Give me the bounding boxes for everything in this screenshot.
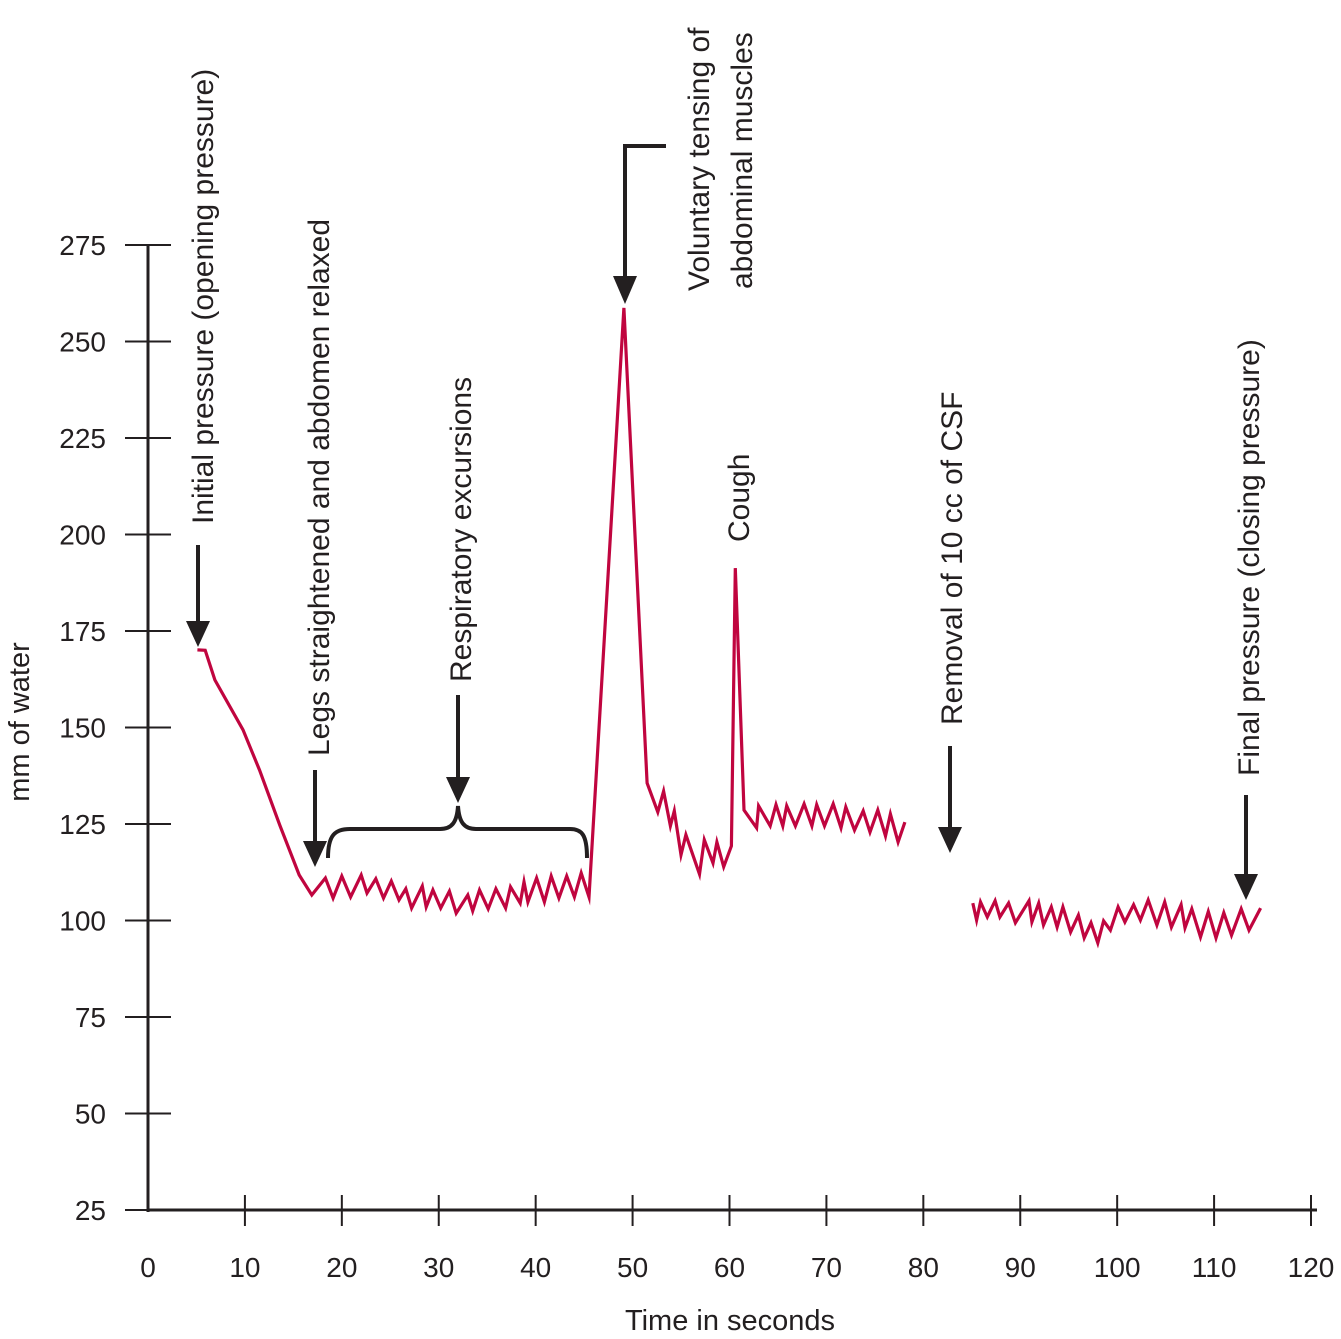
arrow-final-pressure-head xyxy=(1234,874,1258,900)
x-tick-label: 70 xyxy=(811,1252,842,1283)
x-tick-label: 20 xyxy=(326,1252,357,1283)
y-tick-label: 200 xyxy=(59,520,106,551)
y-tick-label: 175 xyxy=(59,616,106,647)
y-axis-title: mm of water xyxy=(4,642,36,802)
y-tick-label: 25 xyxy=(75,1195,106,1226)
y-tick-label: 75 xyxy=(75,1002,106,1033)
y-tick-label: 225 xyxy=(59,423,106,454)
x-tick-label: 50 xyxy=(617,1252,648,1283)
y-tick-label: 250 xyxy=(59,327,106,358)
y-tick-label: 100 xyxy=(59,906,106,937)
x-tick-label: 10 xyxy=(229,1252,260,1283)
arrow-csf-removal-head xyxy=(938,827,962,853)
pressure-trace xyxy=(197,307,1263,949)
annotation-voluntary-tensing-line1: Voluntary tensing of xyxy=(683,27,716,291)
x-tick-label: 80 xyxy=(908,1252,939,1283)
y-tick-label: 275 xyxy=(59,230,106,261)
x-tick-label: 90 xyxy=(1005,1252,1036,1283)
annotation-final-pressure: Final pressure (closing pressure) xyxy=(1233,339,1266,776)
x-tick-label: 60 xyxy=(714,1252,745,1283)
arrow-legs-straightened-head xyxy=(303,841,327,867)
annotation-csf-removal: Removal of 10 cc of CSF xyxy=(936,392,969,725)
annotation-initial-pressure: Initial pressure (opening pressure) xyxy=(187,69,220,524)
arrow-respiratory-excursions-head xyxy=(446,777,470,803)
x-axis-title: Time in seconds xyxy=(625,1305,835,1337)
arrow-voluntary-tensing-head xyxy=(613,276,637,304)
pressure-trace-segment xyxy=(197,307,907,917)
annotation-respiratory-excursions: Respiratory excursions xyxy=(445,377,478,682)
pressure-trace-segment xyxy=(971,895,1263,949)
arrow-voluntary-tensing xyxy=(623,144,666,280)
annotation-cough: Cough xyxy=(723,454,756,542)
axes: 25 50 75 100 125 150 175 200 225 250 275 0 10 20 30 40 5… xyxy=(59,230,1334,1283)
x-tick-label: 110 xyxy=(1192,1252,1237,1283)
arrow-initial-pressure-head xyxy=(186,621,210,647)
x-tick-label: 0 xyxy=(140,1252,156,1283)
annotation-legs-straightened: Legs straightened and abdomen relaxed xyxy=(303,219,336,756)
annotations: Initial pressure (opening pressure) Legs … xyxy=(186,27,1266,900)
y-tick-label: 50 xyxy=(75,1099,106,1130)
x-tick-label: 100 xyxy=(1094,1252,1141,1283)
y-tick-label: 150 xyxy=(59,713,106,744)
brace-respiratory-excursions xyxy=(326,805,589,859)
x-tick-label: 30 xyxy=(423,1252,454,1283)
x-tick-label: 120 xyxy=(1288,1252,1335,1283)
annotation-voluntary-tensing-line2: abdominal muscles xyxy=(726,32,759,289)
x-tick-label: 40 xyxy=(520,1252,551,1283)
y-tick-label: 125 xyxy=(59,809,106,840)
